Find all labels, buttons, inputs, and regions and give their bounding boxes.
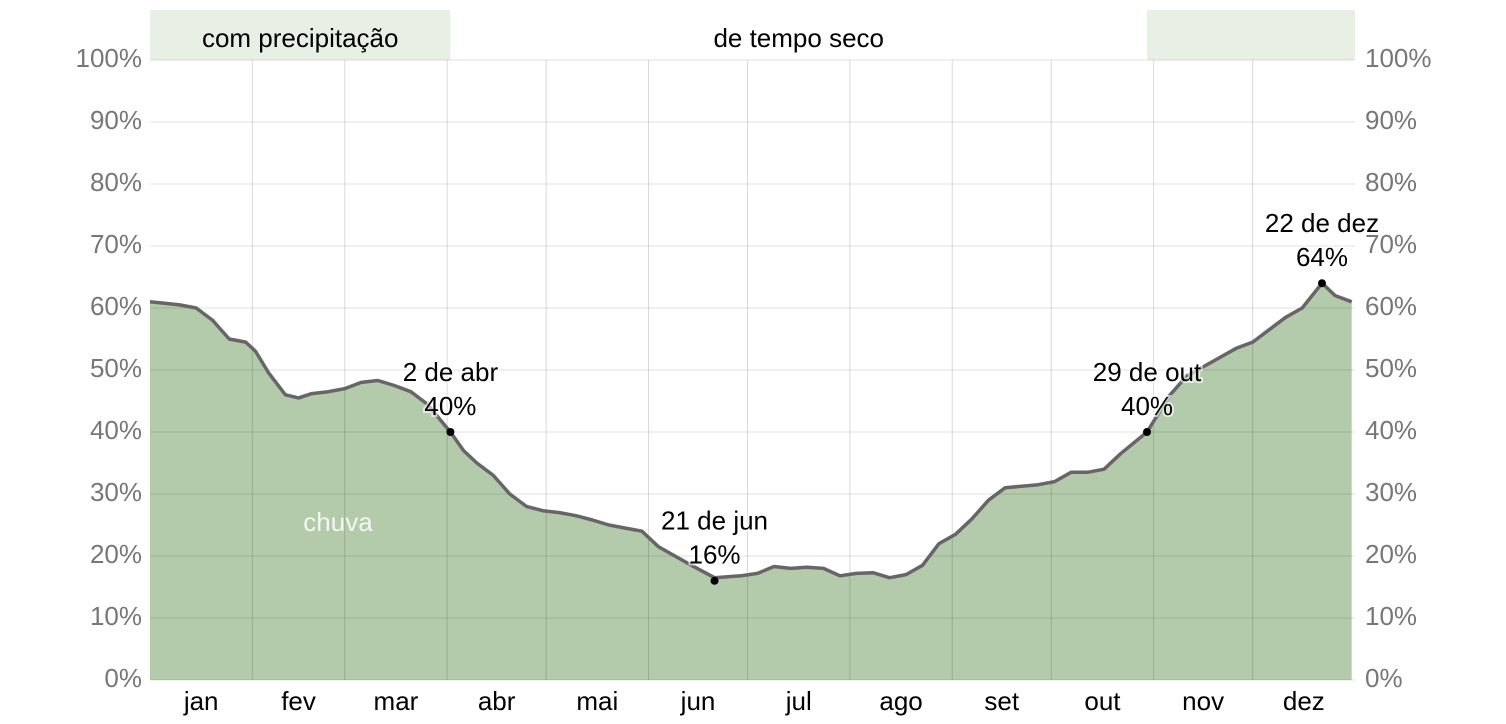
annotation-point (710, 576, 719, 585)
y2-tick-label: 80% (1365, 167, 1417, 197)
x-tick-label: mar (374, 686, 419, 716)
annotation-value: 40% (1121, 391, 1173, 421)
rain-area (150, 283, 1352, 680)
annotation-label: 2 de abr (403, 357, 499, 387)
x-tick-label: jul (785, 686, 812, 716)
y2-tick-label: 10% (1365, 601, 1417, 631)
y-tick-label: 30% (90, 477, 142, 507)
season-label: com precipitação (202, 23, 399, 53)
annotation-point (1317, 279, 1326, 288)
rain-line (149, 281, 1353, 580)
y-tick-label: 20% (90, 539, 142, 569)
y2-tick-label: 70% (1365, 229, 1417, 259)
x-tick-label: jan (183, 686, 219, 716)
y-tick-label: 50% (90, 353, 142, 383)
y2-tick-label: 100% (1365, 43, 1432, 73)
x-tick-label: fev (281, 686, 316, 716)
y-tick-label: 40% (90, 415, 142, 445)
y-tick-label: 10% (90, 601, 142, 631)
annotation-point (1143, 428, 1152, 436)
y2-tick-label: 40% (1365, 415, 1417, 445)
annotation-value: 16% (689, 540, 741, 570)
y-tick-label: 80% (90, 167, 142, 197)
annotation-label: 22 de dez (1265, 208, 1379, 238)
y-tick-label: 70% (90, 229, 142, 259)
y2-tick-label: 20% (1365, 539, 1417, 569)
season-band (150, 10, 451, 60)
y2-tick-label: 50% (1365, 353, 1417, 383)
x-tick-label: out (1084, 686, 1121, 716)
x-tick-label: dez (1283, 686, 1325, 716)
annotation-value: 64% (1296, 242, 1348, 272)
x-tick-label: nov (1182, 686, 1224, 716)
annotation-label: 29 de out (1093, 357, 1202, 387)
x-tick-label: ago (879, 686, 922, 716)
y-tick-label: 60% (90, 291, 142, 321)
y-tick-label: 0% (104, 663, 142, 693)
annotation-label: 21 de jun (661, 506, 768, 536)
x-tick-label: set (984, 686, 1019, 716)
y2-tick-label: 30% (1365, 477, 1417, 507)
y2-tick-label: 60% (1365, 291, 1417, 321)
y-tick-label: 90% (90, 105, 142, 135)
annotation-value: 40% (424, 391, 476, 421)
x-tick-label: mai (576, 686, 618, 716)
season-band (1147, 10, 1355, 60)
y2-tick-label: 90% (1365, 105, 1417, 135)
x-tick-label: abr (478, 686, 516, 716)
season-label: de tempo seco (713, 23, 884, 53)
x-tick-label: jun (680, 686, 716, 716)
annotation-point (446, 428, 455, 436)
area-label: chuva (303, 507, 373, 537)
y2-tick-label: 0% (1365, 663, 1403, 693)
y-tick-label: 100% (76, 43, 143, 73)
